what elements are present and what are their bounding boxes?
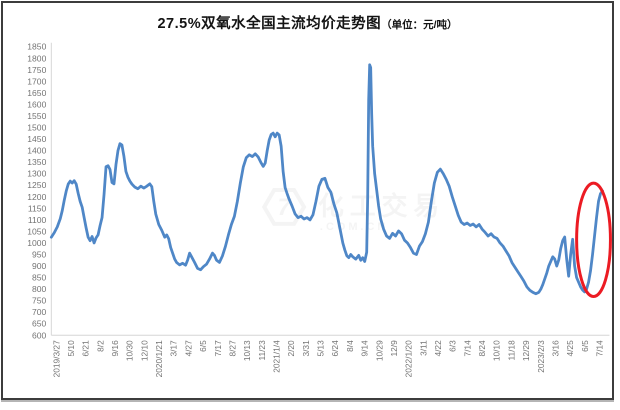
svg-text:6/3: 6/3	[448, 340, 458, 352]
svg-text:1550: 1550	[27, 111, 46, 121]
svg-text:2022/1/20: 2022/1/20	[404, 340, 414, 377]
svg-text:1350: 1350	[27, 157, 46, 167]
svg-text:1300: 1300	[27, 169, 46, 179]
svg-text:8/27: 8/27	[227, 340, 237, 357]
svg-text:12/10: 12/10	[139, 340, 149, 361]
svg-text:1700: 1700	[27, 76, 46, 86]
svg-text:6/5: 6/5	[198, 340, 208, 352]
svg-text:2020/1/21: 2020/1/21	[154, 340, 164, 377]
svg-text:1150: 1150	[28, 203, 47, 213]
svg-text:5/10: 5/10	[66, 340, 76, 357]
svg-text:10/13: 10/13	[242, 340, 252, 361]
svg-text:9/16: 9/16	[110, 340, 120, 357]
svg-text:11/18: 11/18	[506, 340, 516, 361]
svg-text:4/25: 4/25	[565, 340, 575, 357]
axes	[50, 42, 610, 336]
watermark-hexagon-icon	[261, 188, 307, 226]
svg-text:6/5: 6/5	[580, 340, 590, 352]
svg-text:650: 650	[32, 319, 47, 329]
svg-text:12/29: 12/29	[521, 340, 531, 361]
svg-text:7/14: 7/14	[462, 340, 472, 357]
svg-text:3/16: 3/16	[550, 340, 560, 357]
svg-text:8/2: 8/2	[95, 340, 105, 352]
svg-text:10/30: 10/30	[125, 340, 135, 361]
svg-text:1500: 1500	[27, 123, 46, 133]
svg-text:600: 600	[32, 330, 47, 340]
chart-frame: 27.5%双氧水全国主流均价走势图（单位：元/吨） 1850 1800 1750 17…	[1, 1, 614, 400]
price-line	[49, 63, 604, 296]
svg-text:4/27: 4/27	[183, 340, 193, 357]
svg-text:3/31: 3/31	[301, 340, 311, 357]
chart-title-unit: （单位：元/吨）	[381, 19, 458, 31]
svg-text:3/17: 3/17	[169, 340, 179, 357]
svg-text:1000: 1000	[27, 238, 46, 248]
chart-title: 27.5%双氧水全国主流均价走势图	[157, 16, 382, 32]
svg-text:750: 750	[32, 296, 47, 306]
svg-text:1100: 1100	[28, 215, 47, 225]
svg-text:10/29: 10/29	[374, 340, 384, 361]
watermark: 7 化工交易.COM.CN	[261, 188, 439, 233]
highlight-ellipse	[575, 181, 612, 298]
svg-text:9/14: 9/14	[360, 340, 370, 357]
chart-title-row: 27.5%双氧水全国主流均价走势图（单位：元/吨）	[3, 12, 612, 33]
svg-text:1050: 1050	[27, 226, 46, 236]
svg-text:6/24: 6/24	[330, 340, 340, 357]
svg-text:8/4: 8/4	[345, 340, 355, 352]
svg-text:1800: 1800	[27, 53, 46, 63]
watermark-logo-char: 7	[277, 194, 292, 221]
svg-text:4/22: 4/22	[433, 340, 443, 357]
svg-text:900: 900	[32, 261, 47, 271]
svg-text:6/21: 6/21	[81, 340, 91, 357]
svg-text:10/10: 10/10	[492, 340, 502, 361]
watermark-domain: .COM.CN	[320, 221, 388, 233]
svg-text:1400: 1400	[27, 146, 46, 156]
svg-text:2/20: 2/20	[286, 340, 296, 357]
svg-text:850: 850	[32, 273, 47, 283]
svg-text:1450: 1450	[27, 134, 46, 144]
svg-text:1600: 1600	[27, 99, 46, 109]
svg-text:800: 800	[32, 284, 47, 294]
svg-text:2023/2/3: 2023/2/3	[536, 340, 546, 373]
svg-text:950: 950	[32, 249, 47, 259]
svg-text:5/13: 5/13	[316, 340, 326, 357]
svg-text:1750: 1750	[27, 65, 46, 75]
svg-text:2021/1/4: 2021/1/4	[271, 340, 281, 373]
svg-text:1850: 1850	[27, 42, 46, 52]
svg-text:7/14: 7/14	[594, 340, 604, 357]
svg-text:8/24: 8/24	[477, 340, 487, 357]
svg-text:12/9: 12/9	[389, 340, 399, 357]
svg-text:2019/3/27: 2019/3/27	[51, 340, 61, 377]
svg-text:1200: 1200	[27, 192, 46, 202]
svg-text:700: 700	[32, 307, 47, 317]
x-axis-labels: 2019/3/27 5/10 6/21 8/2 9/16 10/30 12/10 2020/1…	[51, 340, 604, 377]
svg-text:11/23: 11/23	[257, 340, 267, 361]
svg-text:1650: 1650	[27, 88, 46, 98]
svg-text:7/17: 7/17	[213, 340, 223, 357]
svg-text:1250: 1250	[27, 180, 46, 190]
svg-text:3/11: 3/11	[418, 340, 428, 356]
